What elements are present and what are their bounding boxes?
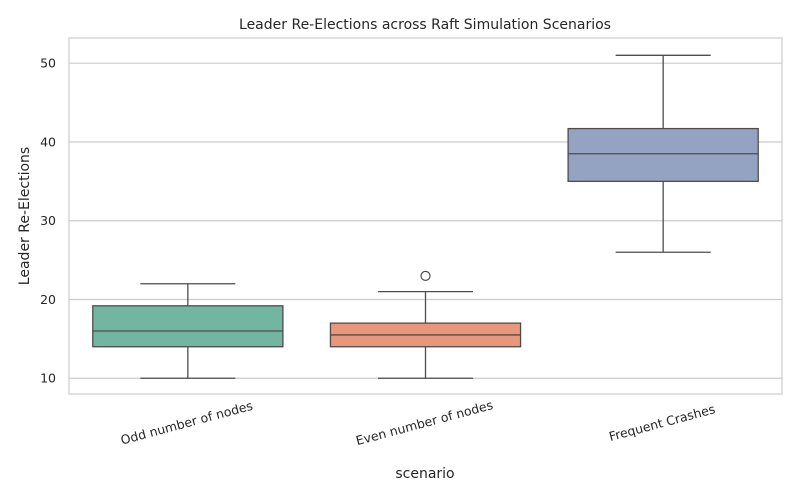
box-group — [567, 54, 759, 253]
x-axis-label: scenario — [395, 466, 454, 482]
y-tick-label: 40 — [40, 134, 56, 149]
y-tick-label: 50 — [40, 56, 56, 71]
box-group — [92, 283, 284, 379]
y-tick-label: 30 — [40, 213, 56, 228]
iqr-box — [92, 305, 284, 348]
boxes — [92, 54, 759, 379]
x-tick-label: Even number of nodes — [354, 397, 494, 448]
y-axis-label: Leader Re-Elections — [17, 147, 33, 285]
iqr-box — [567, 127, 759, 182]
y-tick-label: 10 — [40, 371, 56, 386]
box-group — [329, 270, 522, 379]
y-tick-label: 20 — [40, 292, 56, 307]
x-tick-label: Odd number of nodes — [119, 398, 254, 448]
y-tick-labels: 10 20 30 40 50 — [40, 56, 56, 386]
x-tick-label: Frequent Crashes — [607, 401, 717, 444]
outlier-point — [420, 270, 431, 281]
x-tick-labels: Odd number of nodes Even number of nodes F… — [119, 397, 717, 448]
chart-title: Leader Re-Elections across Raft Simulati… — [239, 17, 611, 33]
